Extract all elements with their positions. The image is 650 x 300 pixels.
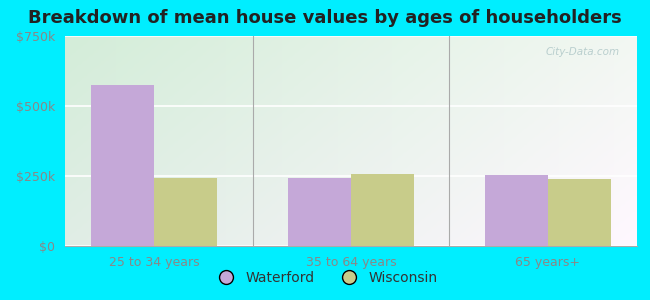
Bar [351,174,414,246]
Text: Breakdown of mean house values by ages of householders: Breakdown of mean house values by ages o… [28,9,622,27]
Text: City-Data.com: City-Data.com [546,46,620,56]
Bar [485,175,548,246]
Bar [288,178,351,246]
Legend: Waterford, Wisconsin: Waterford, Wisconsin [207,265,443,290]
Bar [548,179,611,246]
Bar [154,178,217,246]
Bar [91,85,154,246]
